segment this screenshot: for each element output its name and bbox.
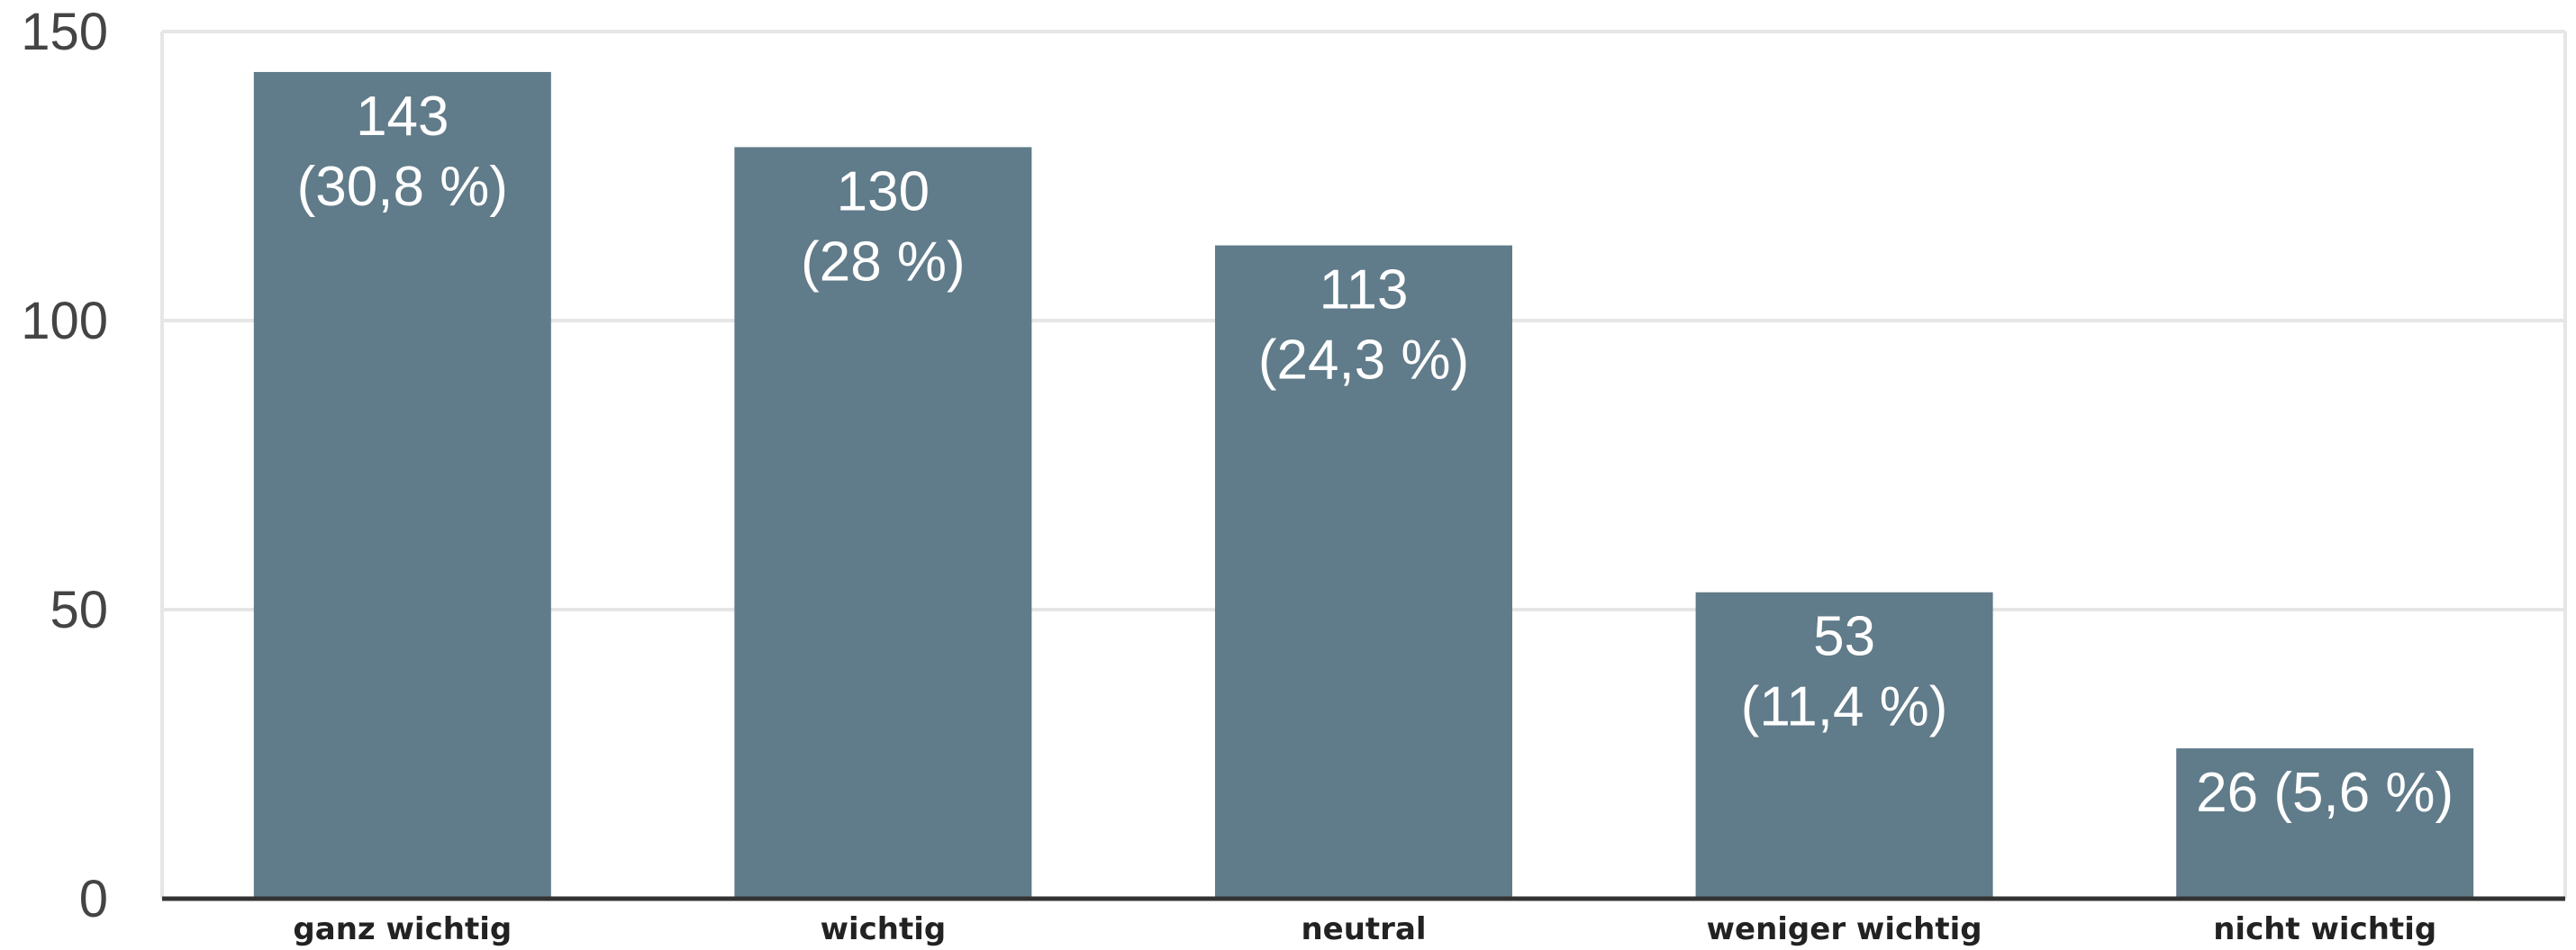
bar-wichtig	[734, 147, 1032, 899]
data-label: 143	[356, 86, 449, 148]
bar-nicht-wichtig	[2176, 748, 2474, 899]
x-tick-label: ganz wichtig	[293, 911, 512, 947]
data-label: (24,3 %)	[1258, 330, 1469, 392]
x-tick-label: neutral	[1301, 911, 1426, 947]
y-tick-label: 150	[21, 3, 108, 61]
data-label: 53	[1813, 606, 1875, 668]
bar-neutral	[1215, 245, 1512, 899]
y-tick-label: 0	[79, 870, 108, 928]
x-tick-label: nicht wichtig	[2213, 911, 2436, 947]
data-label: 130	[837, 160, 930, 222]
bars	[253, 71, 2474, 899]
data-label: 113	[1320, 259, 1409, 321]
data-label: (30,8 %)	[297, 156, 508, 218]
data-label: (28 %)	[801, 231, 966, 293]
data-label: (11,4 %)	[1741, 676, 1948, 738]
y-tick-label: 50	[50, 581, 108, 639]
x-axis: ganz wichtig wichtig neutral weniger wichti…	[293, 911, 2436, 947]
bar-weniger-wichtig	[1695, 592, 1993, 899]
data-labels: 143 (30,8 %) 130 (28 %) 113 (24,3 %) 53 (11,4 %…	[297, 86, 2454, 824]
y-tick-label: 100	[21, 292, 108, 350]
bar-ganz-wichtig	[253, 71, 551, 899]
x-tick-label: weniger wichtig	[1707, 911, 1982, 947]
data-label: 26 (5,6 %)	[2196, 762, 2454, 824]
y-axis: 0 50 100 150	[21, 3, 108, 928]
x-tick-label: wichtig	[821, 911, 947, 947]
